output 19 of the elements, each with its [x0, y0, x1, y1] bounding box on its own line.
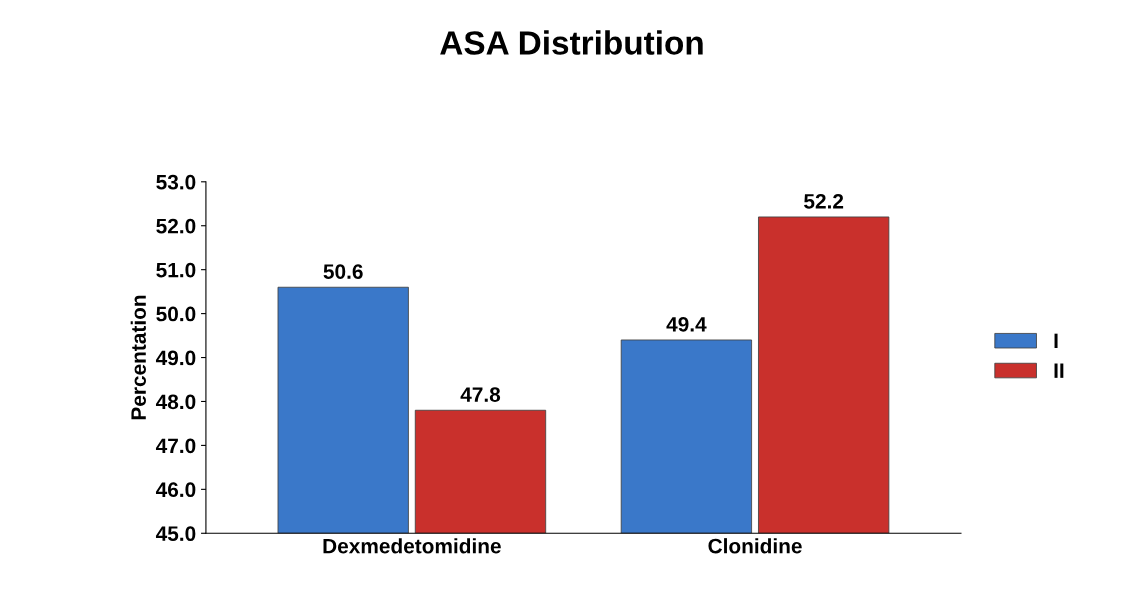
legend-label: I [1054, 333, 1058, 349]
y-tick-label: 46.0 [155, 482, 196, 498]
data-label: 47.8 [460, 387, 501, 402]
legend-label: II [1054, 363, 1064, 378]
x-tick-label: Clonidine [708, 538, 802, 554]
data-label: 49.4 [666, 316, 707, 332]
chart-title: ASA Distribution [440, 30, 703, 55]
y-axis-title: Percentation [130, 295, 146, 420]
y-tick-label: 53.0 [156, 174, 196, 190]
y-tick-label: 47.0 [155, 438, 196, 454]
y-tick-label: 50.0 [156, 306, 196, 322]
y-tick-label: 52.0 [156, 218, 196, 234]
x-tick-label: Dexmedetomidine [323, 538, 501, 554]
data-label: 50.6 [323, 264, 363, 279]
y-tick-label: 49.0 [155, 350, 196, 366]
y-tick-label: 48.0 [155, 394, 196, 410]
y-tick-label: 45.0 [155, 526, 196, 542]
y-tick-label: 51.0 [156, 262, 196, 278]
data-label: 52.2 [804, 193, 844, 209]
